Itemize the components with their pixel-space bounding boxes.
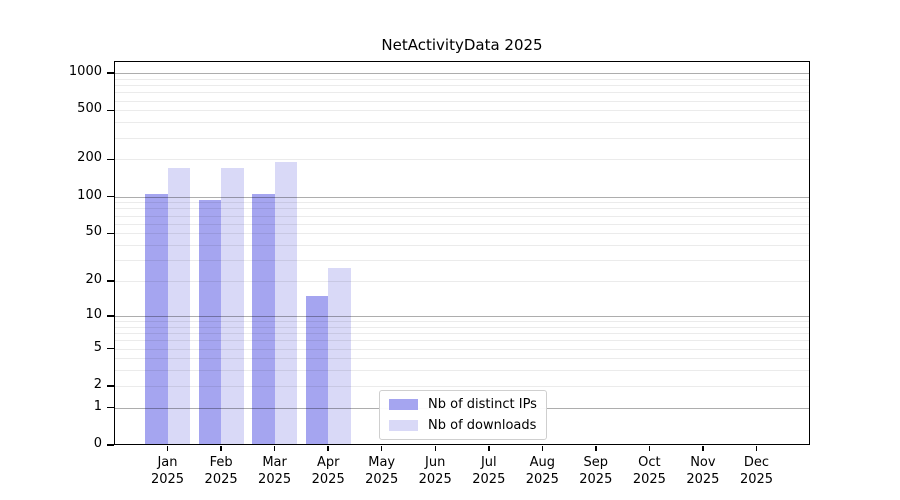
minor-gridline — [114, 326, 810, 328]
x-tick-label: May 2025 — [365, 455, 399, 487]
x-tick-mark — [166, 446, 169, 451]
minor-gridline — [114, 110, 810, 112]
bar-jan-nb-of-downloads — [167, 168, 191, 445]
y-tick-label: 100 — [77, 187, 102, 203]
bar-feb-nb-of-distinct-ips — [198, 200, 222, 445]
x-tick-label: Feb 2025 — [204, 455, 238, 487]
x-tick-label: Jun 2025 — [418, 455, 452, 487]
y-tick-label: 1 — [93, 398, 102, 414]
x-tick-label: Nov 2025 — [686, 455, 720, 487]
minor-gridline — [114, 358, 810, 360]
y-tick-mark — [107, 72, 114, 74]
x-tick-mark — [595, 446, 597, 451]
y-tick-label: 500 — [77, 101, 102, 117]
minor-gridline — [114, 122, 810, 124]
bar-mar-nb-of-distinct-ips — [252, 193, 275, 445]
minor-gridline — [114, 321, 810, 322]
y-tick-mark — [107, 385, 114, 387]
y-tick-mark — [107, 109, 114, 111]
bar-feb-nb-of-downloads — [221, 168, 244, 445]
minor-gridline — [114, 159, 810, 161]
x-tick-mark — [380, 446, 383, 451]
bar-apr-nb-of-distinct-ips — [305, 295, 329, 445]
minor-gridline — [114, 260, 810, 262]
legend-swatch-downloads-icon — [389, 420, 418, 431]
y-tick-label: 20 — [85, 272, 102, 288]
legend-swatch-distinct-ips-icon — [389, 399, 418, 410]
x-tick-mark — [648, 446, 651, 451]
minor-gridline — [114, 202, 810, 204]
minor-gridline — [114, 370, 810, 372]
minor-gridline — [114, 85, 810, 86]
y-tick-label: 10 — [85, 306, 102, 322]
minor-gridline — [114, 245, 810, 246]
major-gridline — [114, 73, 810, 74]
y-tick-label: 0 — [93, 436, 102, 451]
x-tick-mark — [434, 446, 436, 451]
x-tick-label: Apr 2025 — [311, 455, 345, 487]
minor-gridline — [114, 78, 810, 80]
minor-gridline — [114, 208, 810, 210]
minor-gridline — [114, 281, 810, 283]
minor-gridline — [114, 100, 810, 102]
minor-gridline — [114, 92, 810, 94]
chart-title: NetActivityData 2025 — [381, 36, 543, 54]
x-tick-mark — [220, 446, 222, 451]
minor-gridline — [114, 340, 810, 342]
y-tick-mark — [107, 195, 114, 198]
x-tick-mark — [273, 446, 276, 451]
x-tick-label: Sep 2025 — [579, 455, 613, 487]
y-tick-label: 200 — [77, 150, 102, 166]
x-tick-mark — [702, 446, 704, 451]
y-tick-mark — [107, 444, 114, 446]
minor-gridline — [114, 333, 810, 334]
x-tick-label: Jan 2025 — [150, 455, 185, 487]
x-tick-mark — [755, 446, 758, 451]
x-tick-mark — [327, 446, 329, 451]
legend-entry-downloads: Nb of downloads — [389, 418, 537, 433]
y-tick-mark — [107, 158, 114, 161]
x-tick-label: Aug 2025 — [525, 455, 559, 487]
major-gridline — [114, 196, 810, 198]
x-tick-label: Mar 2025 — [258, 455, 292, 487]
legend-label-downloads: Nb of downloads — [428, 418, 537, 433]
x-tick-label: Oct 2025 — [632, 455, 666, 487]
x-tick-label: Jul 2025 — [472, 455, 506, 487]
bar-apr-nb-of-downloads — [328, 267, 351, 445]
y-tick-label: 2 — [93, 376, 102, 392]
minor-gridline — [114, 348, 810, 350]
minor-gridline — [114, 215, 810, 217]
minor-gridline — [114, 137, 810, 139]
bar-jan-nb-of-distinct-ips — [145, 193, 168, 445]
y-tick-mark — [107, 315, 114, 317]
y-tick-mark — [107, 347, 114, 350]
minor-gridline — [114, 223, 810, 225]
legend-entry-distinct-ips: Nb of distinct IPs — [389, 397, 537, 412]
x-tick-label: Dec 2025 — [739, 455, 774, 487]
x-tick-mark — [541, 446, 544, 451]
y-tick-mark — [107, 280, 114, 282]
legend: Nb of distinct IPs Nb of downloads — [379, 390, 547, 440]
y-tick-mark — [107, 406, 114, 409]
major-gridline — [114, 315, 810, 317]
legend-label-distinct-ips: Nb of distinct IPs — [428, 397, 537, 412]
bar-mar-nb-of-downloads — [274, 162, 298, 445]
x-tick-mark — [488, 446, 490, 451]
y-tick-label: 50 — [85, 224, 102, 240]
y-tick-label: 5 — [93, 339, 102, 355]
y-tick-label: 1000 — [68, 64, 102, 79]
minor-gridline — [114, 233, 810, 235]
minor-gridline — [114, 385, 810, 387]
y-tick-mark — [107, 232, 114, 234]
